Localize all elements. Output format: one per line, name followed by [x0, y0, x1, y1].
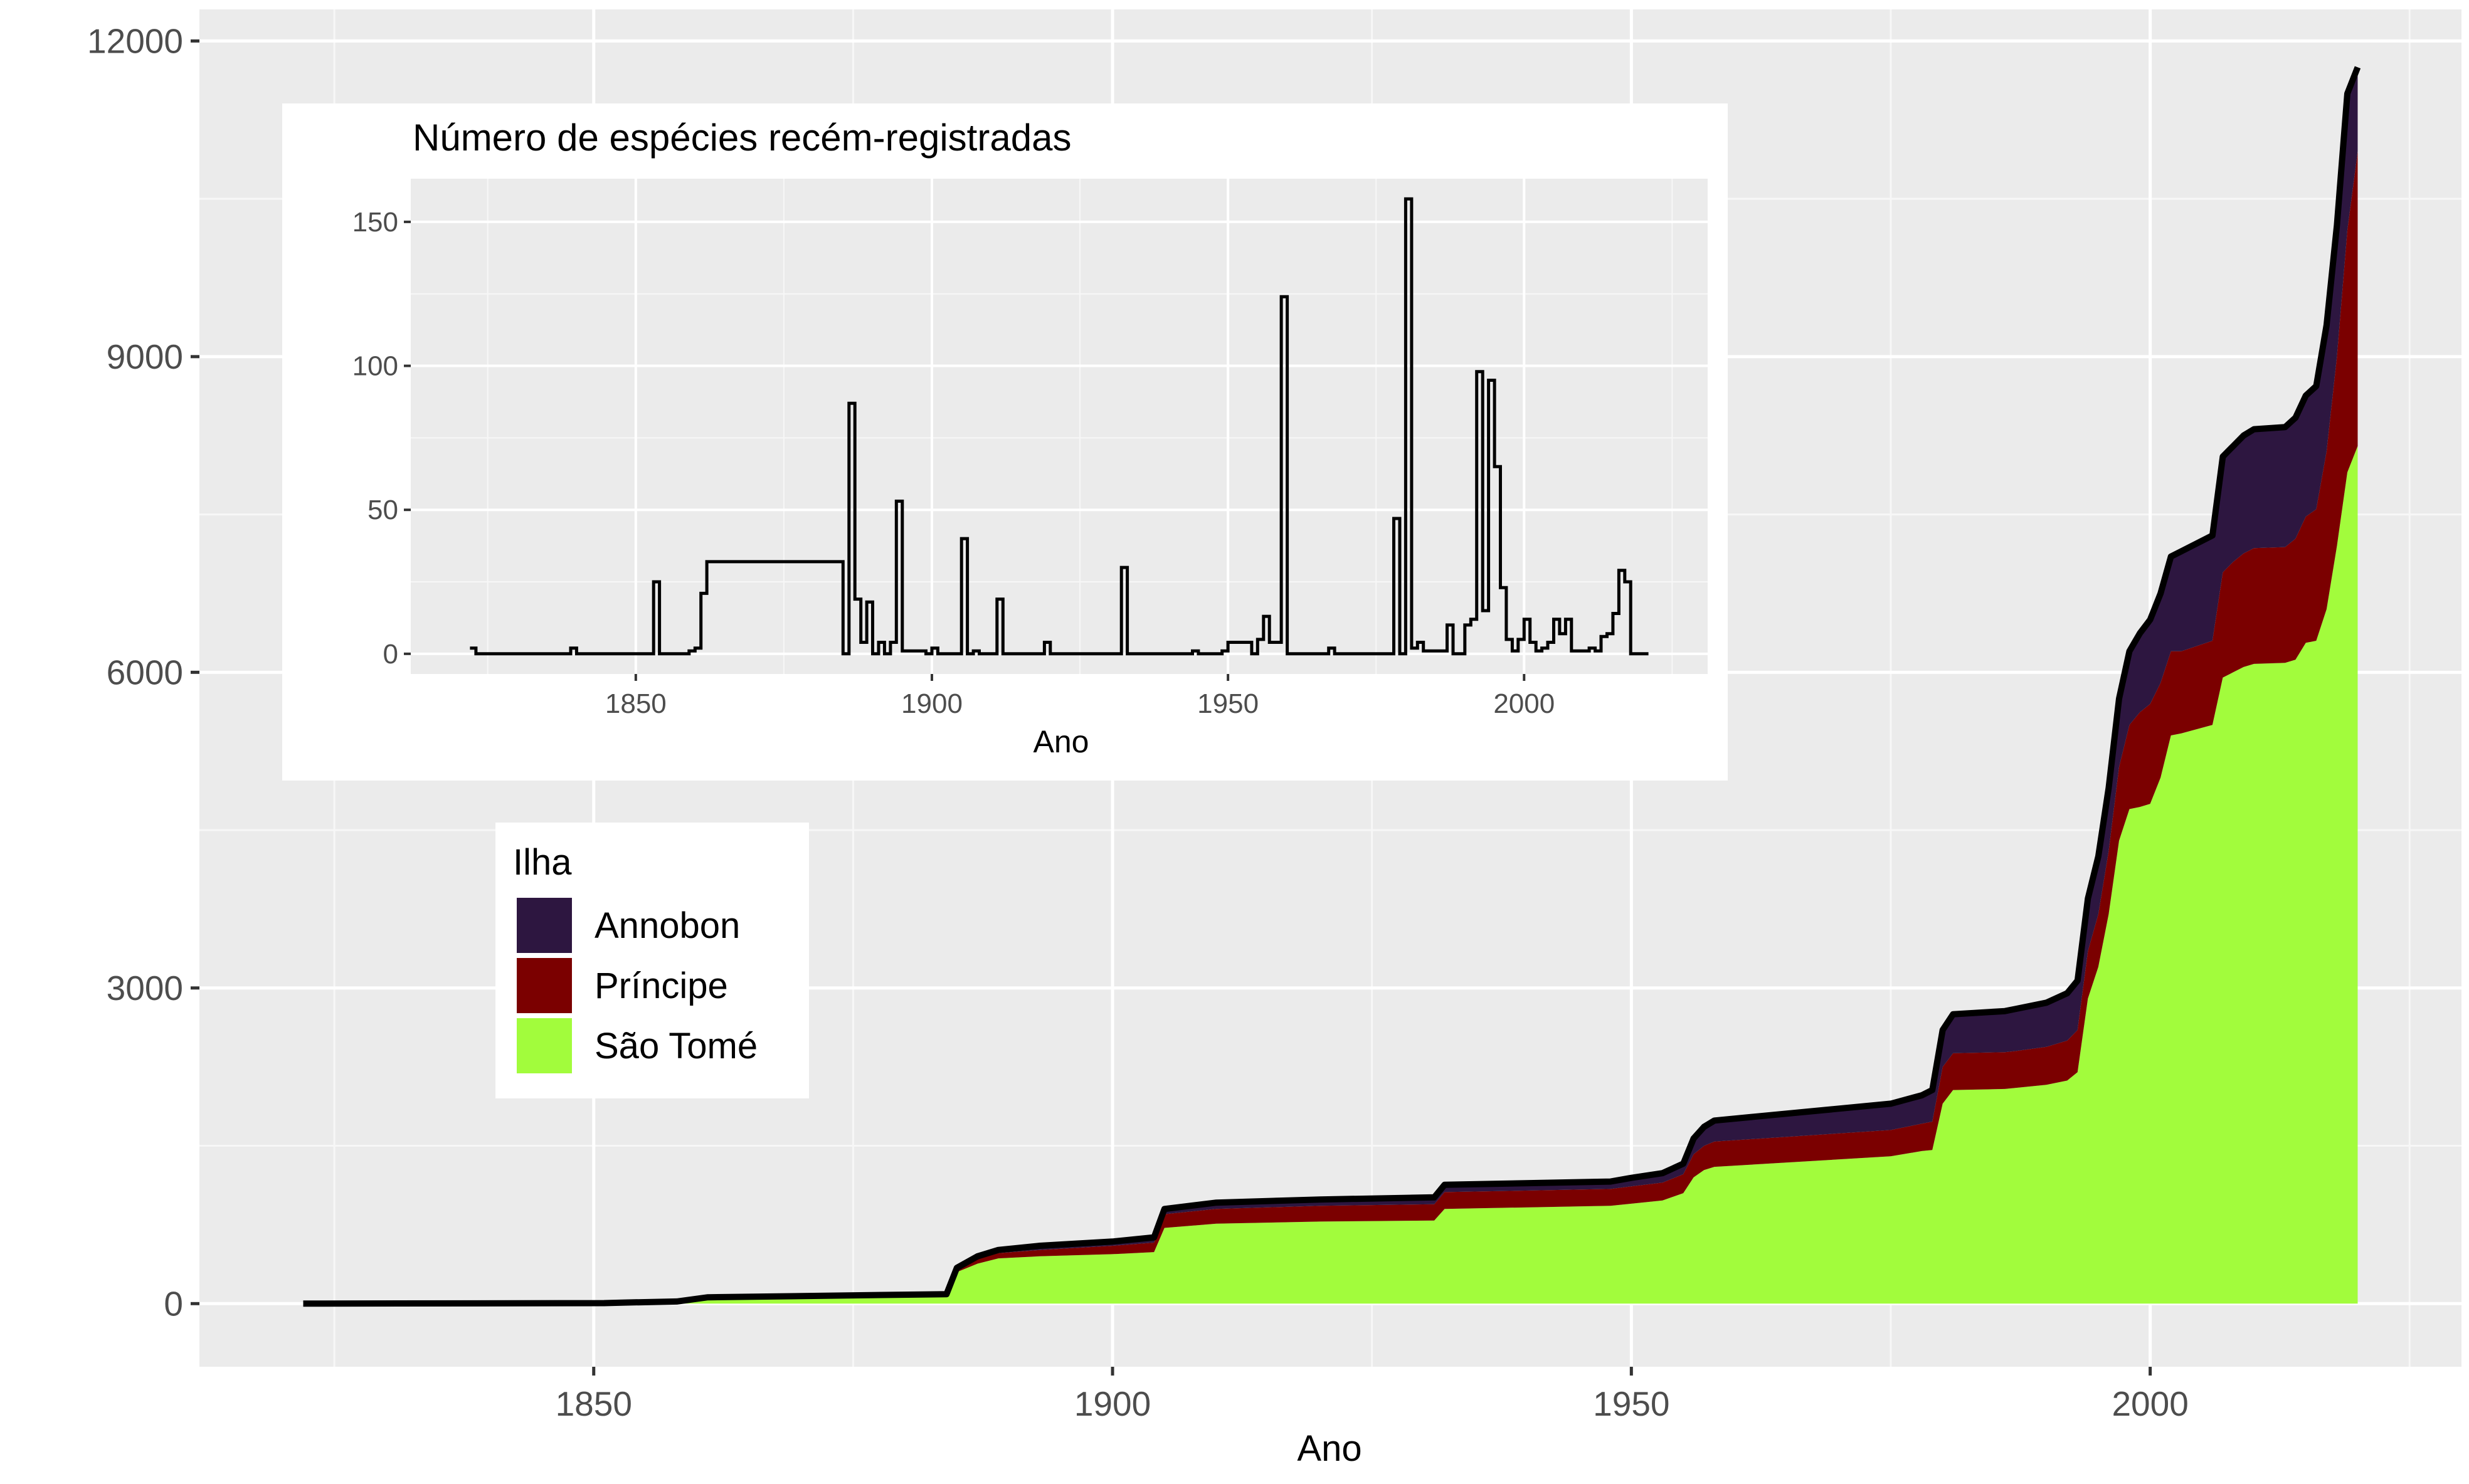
inset-title: Número de espécies recém-registradas [413, 117, 1071, 159]
inset-x-tick-label: 1950 [1197, 688, 1259, 719]
legend-swatch [517, 1018, 572, 1073]
inset-y-tick-label: 150 [352, 207, 398, 238]
legend-label: Annobon [595, 905, 740, 946]
legend-label: Príncipe [595, 966, 728, 1006]
inset-x-tick-label: 2000 [1493, 688, 1555, 719]
main-y-tick-label: 9000 [107, 337, 183, 376]
main-total-line [303, 66, 2361, 1307]
inset-x-axis-label: Ano [1034, 724, 1089, 759]
legend-items: Annobon Príncipe São Tomé [517, 898, 758, 1073]
inset-y-tick-label: 50 [367, 495, 398, 525]
inset-chart: Número de espécies recém-registradas 185… [282, 103, 1728, 781]
legend-label: São Tomé [595, 1026, 758, 1066]
area-s-o-tom- [303, 446, 2358, 1304]
inset-y-tick-label: 100 [352, 351, 398, 382]
main-areas [303, 67, 2358, 1304]
legend-swatch [517, 958, 572, 1013]
inset-plot-panel [411, 179, 1708, 674]
main-y-tick-label: 12000 [87, 21, 183, 60]
legend-swatch [517, 898, 572, 953]
main-x-tick-label: 1850 [556, 1384, 632, 1423]
inset-x-tick-label: 1850 [605, 688, 667, 719]
inset-y-tick-label: 0 [383, 639, 398, 670]
inset-minor-gridlines [411, 179, 1708, 674]
legend-title: Ilha [513, 842, 572, 883]
inset-y-axis: 0 50 100 150 [352, 207, 411, 670]
inset-x-tick-label: 1900 [901, 688, 963, 719]
main-y-tick-label: 6000 [107, 653, 183, 692]
inset-x-axis: 1850 1900 1950 2000 [605, 674, 1555, 719]
main-y-tick-label: 0 [164, 1284, 183, 1323]
main-y-axis: 0 3000 6000 9000 12000 [87, 21, 199, 1323]
main-x-axis: 1850 1900 1950 2000 [556, 1367, 2189, 1423]
inset-major-gridlines [411, 179, 1708, 674]
inset-step-line [470, 197, 1649, 656]
legend: Ilha Annobon Príncipe São Tomé [495, 823, 809, 1098]
main-x-tick-label: 2000 [2112, 1384, 2188, 1423]
main-x-tick-label: 1900 [1074, 1384, 1151, 1423]
main-y-tick-label: 3000 [107, 969, 183, 1008]
main-x-axis-label: Ano [1297, 1428, 1361, 1469]
main-x-tick-label: 1950 [1593, 1384, 1669, 1423]
